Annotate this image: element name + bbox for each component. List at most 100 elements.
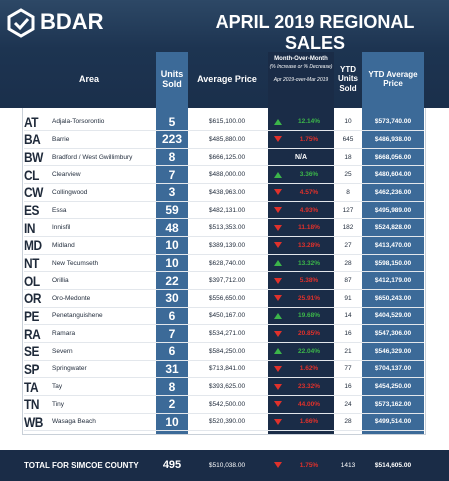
row-divider [24, 218, 424, 220]
avg-price: $628,740.00 [208, 259, 246, 267]
area-name: Orillia [52, 277, 69, 285]
area-name: Barrie [52, 135, 70, 143]
units: 8 [168, 379, 176, 394]
area-code: SP [24, 360, 40, 377]
units: 31 [165, 361, 179, 376]
row-divider [24, 377, 424, 379]
area-code: WB [24, 413, 43, 430]
mom-change: 3.36% [299, 171, 319, 179]
ytd-avg-price: $480,604.00 [374, 171, 412, 179]
avg-price: $482,131.00 [208, 206, 246, 214]
ytd-avg-price: $454,250.00 [374, 383, 412, 391]
area-code: MD [24, 237, 42, 254]
ytd-avg-price: $524,828.00 [374, 224, 412, 232]
area-name: Penetanguishene [52, 312, 103, 320]
row-divider [24, 412, 424, 414]
mom-change: 1.66% [299, 418, 319, 426]
ytd-units: 16 [344, 383, 352, 391]
trend-arrow [274, 418, 282, 425]
units: 6 [168, 344, 176, 359]
area-name: Tiny [52, 400, 65, 408]
ytd-avg-price: $547,306.00 [374, 330, 412, 338]
row-divider [24, 324, 424, 326]
trend-arrow [274, 277, 282, 284]
mom-change: 1.75% [299, 135, 319, 143]
units: 8 [168, 150, 176, 165]
ytd-units: 14 [344, 312, 352, 320]
mom-change: 1.75% [299, 461, 319, 469]
area-code: OL [24, 272, 40, 289]
area-name: Oro-Medonte [52, 294, 91, 302]
trend-arrow [274, 401, 282, 408]
trend-arrow [274, 295, 282, 302]
ytd-units: 87 [344, 277, 352, 285]
units: 30 [165, 291, 179, 306]
row-divider [24, 359, 424, 361]
area-code: TN [24, 396, 40, 413]
units: 10 [165, 256, 179, 270]
area-name: Clearview [52, 171, 81, 179]
ytd-avg-price: $495,989.00 [374, 206, 412, 214]
mom-change: 4.57% [299, 188, 319, 196]
ytd-avg-price: $573,740.00 [374, 118, 412, 126]
area-code: NT [24, 255, 40, 271]
avg-price: $520,390.00 [208, 418, 246, 426]
avg-price: $534,271.00 [208, 330, 246, 338]
ytd-units: 10 [344, 118, 352, 126]
row-divider [24, 147, 424, 149]
area-code: ES [24, 202, 40, 219]
avg-price: $389,139.00 [208, 241, 246, 249]
area-code: TA [24, 378, 39, 395]
avg-price: $513,353.00 [208, 224, 246, 232]
ytd-avg-column [362, 52, 424, 435]
ytd-units: 18 [344, 153, 352, 161]
units: 2 [168, 397, 176, 412]
column-header-note: Apr 2019-over-Mar 2019 [273, 77, 329, 83]
trend-arrow [274, 207, 282, 214]
mom-change: 4.93% [299, 206, 319, 214]
area-code: SE [24, 343, 40, 360]
table-border [22, 108, 426, 435]
avg-price: $393,625.00 [208, 383, 246, 391]
mom-change: 19.68% [297, 312, 321, 320]
area-name: Tay [52, 383, 63, 391]
total-units-bg [156, 450, 188, 481]
area-code: IN [24, 219, 36, 236]
row-divider [24, 306, 424, 308]
ytd-units: 25 [344, 171, 352, 179]
mom-change: 25.91% [297, 294, 321, 302]
avg-price: $666,125.00 [208, 153, 246, 161]
units: 22 [165, 273, 179, 288]
row-divider [24, 271, 424, 273]
units: 48 [165, 220, 179, 235]
area-name: Midland [52, 241, 75, 249]
ytd-units: 182 [342, 224, 354, 232]
units: 59 [165, 203, 179, 218]
ytd-units: 28 [344, 418, 352, 426]
ytd-avg-price: $598,150.00 [374, 259, 412, 267]
ytd-avg-price: $404,529.00 [374, 312, 412, 320]
ytd-units: 77 [344, 365, 352, 373]
ytd-avg-price: $514,605.00 [374, 461, 412, 469]
mom-change: N/A [294, 153, 308, 161]
trend-arrow [274, 330, 282, 337]
ytd-units: 645 [342, 135, 354, 143]
ytd-units: 8 [346, 188, 350, 196]
area-code: BW [24, 149, 43, 166]
ytd-avg-price: $462,236.00 [374, 188, 412, 196]
units: 7 [168, 326, 176, 341]
ytd-units: 21 [344, 347, 352, 355]
row-divider [24, 430, 424, 432]
units-column [156, 52, 188, 435]
avg-price: $450,167.00 [208, 312, 246, 320]
trend-arrow [274, 348, 282, 355]
trend-arrow [274, 365, 282, 372]
trend-arrow [274, 189, 282, 196]
mom-change: 5.38% [299, 277, 319, 285]
ytd-avg-price: $546,329.00 [374, 347, 412, 355]
ytd-units: 24 [344, 400, 352, 408]
mom-change: 11.18% [298, 224, 320, 232]
area-name: Springwater [52, 365, 87, 373]
trend-arrow [274, 118, 282, 125]
